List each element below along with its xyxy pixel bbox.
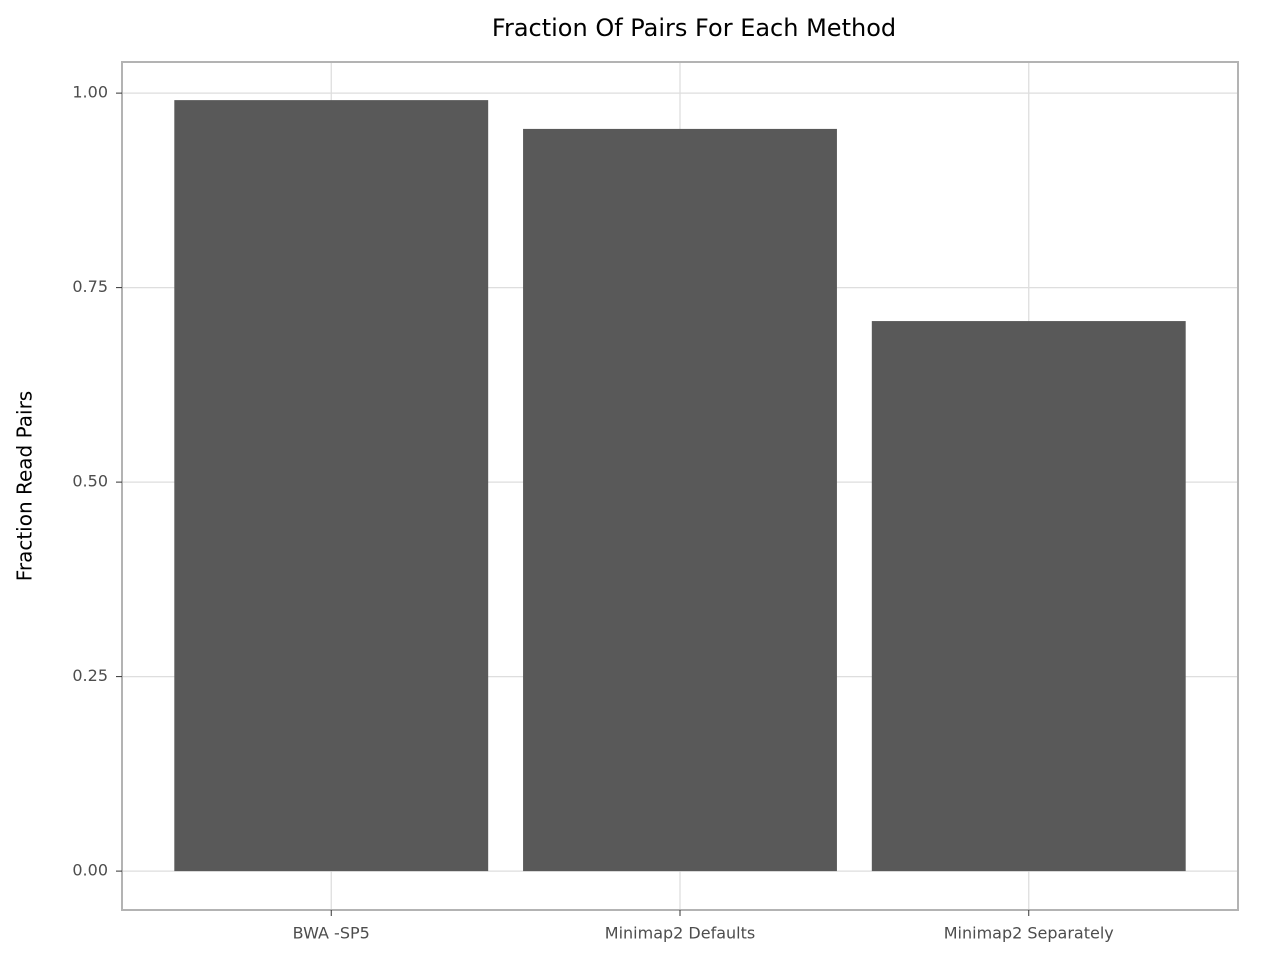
- y-tick-label: 0.50: [72, 472, 108, 491]
- y-tick-label: 0.00: [72, 861, 108, 880]
- bar: [871, 321, 1186, 872]
- bar: [174, 100, 489, 872]
- y-axis-label: Fraction Read Pairs: [13, 391, 37, 581]
- y-tick-label: 0.75: [72, 277, 108, 296]
- bar: [523, 128, 837, 872]
- x-tick-label: Minimap2 Separately: [944, 924, 1114, 943]
- x-tick-label: BWA -SP5: [293, 924, 370, 943]
- x-tick-label: Minimap2 Defaults: [605, 924, 755, 943]
- marks: [174, 100, 1186, 872]
- y-tick-label: 0.25: [72, 666, 108, 685]
- y-tick-label: 1.00: [72, 83, 108, 102]
- chart-title: Fraction Of Pairs For Each Method: [492, 14, 896, 42]
